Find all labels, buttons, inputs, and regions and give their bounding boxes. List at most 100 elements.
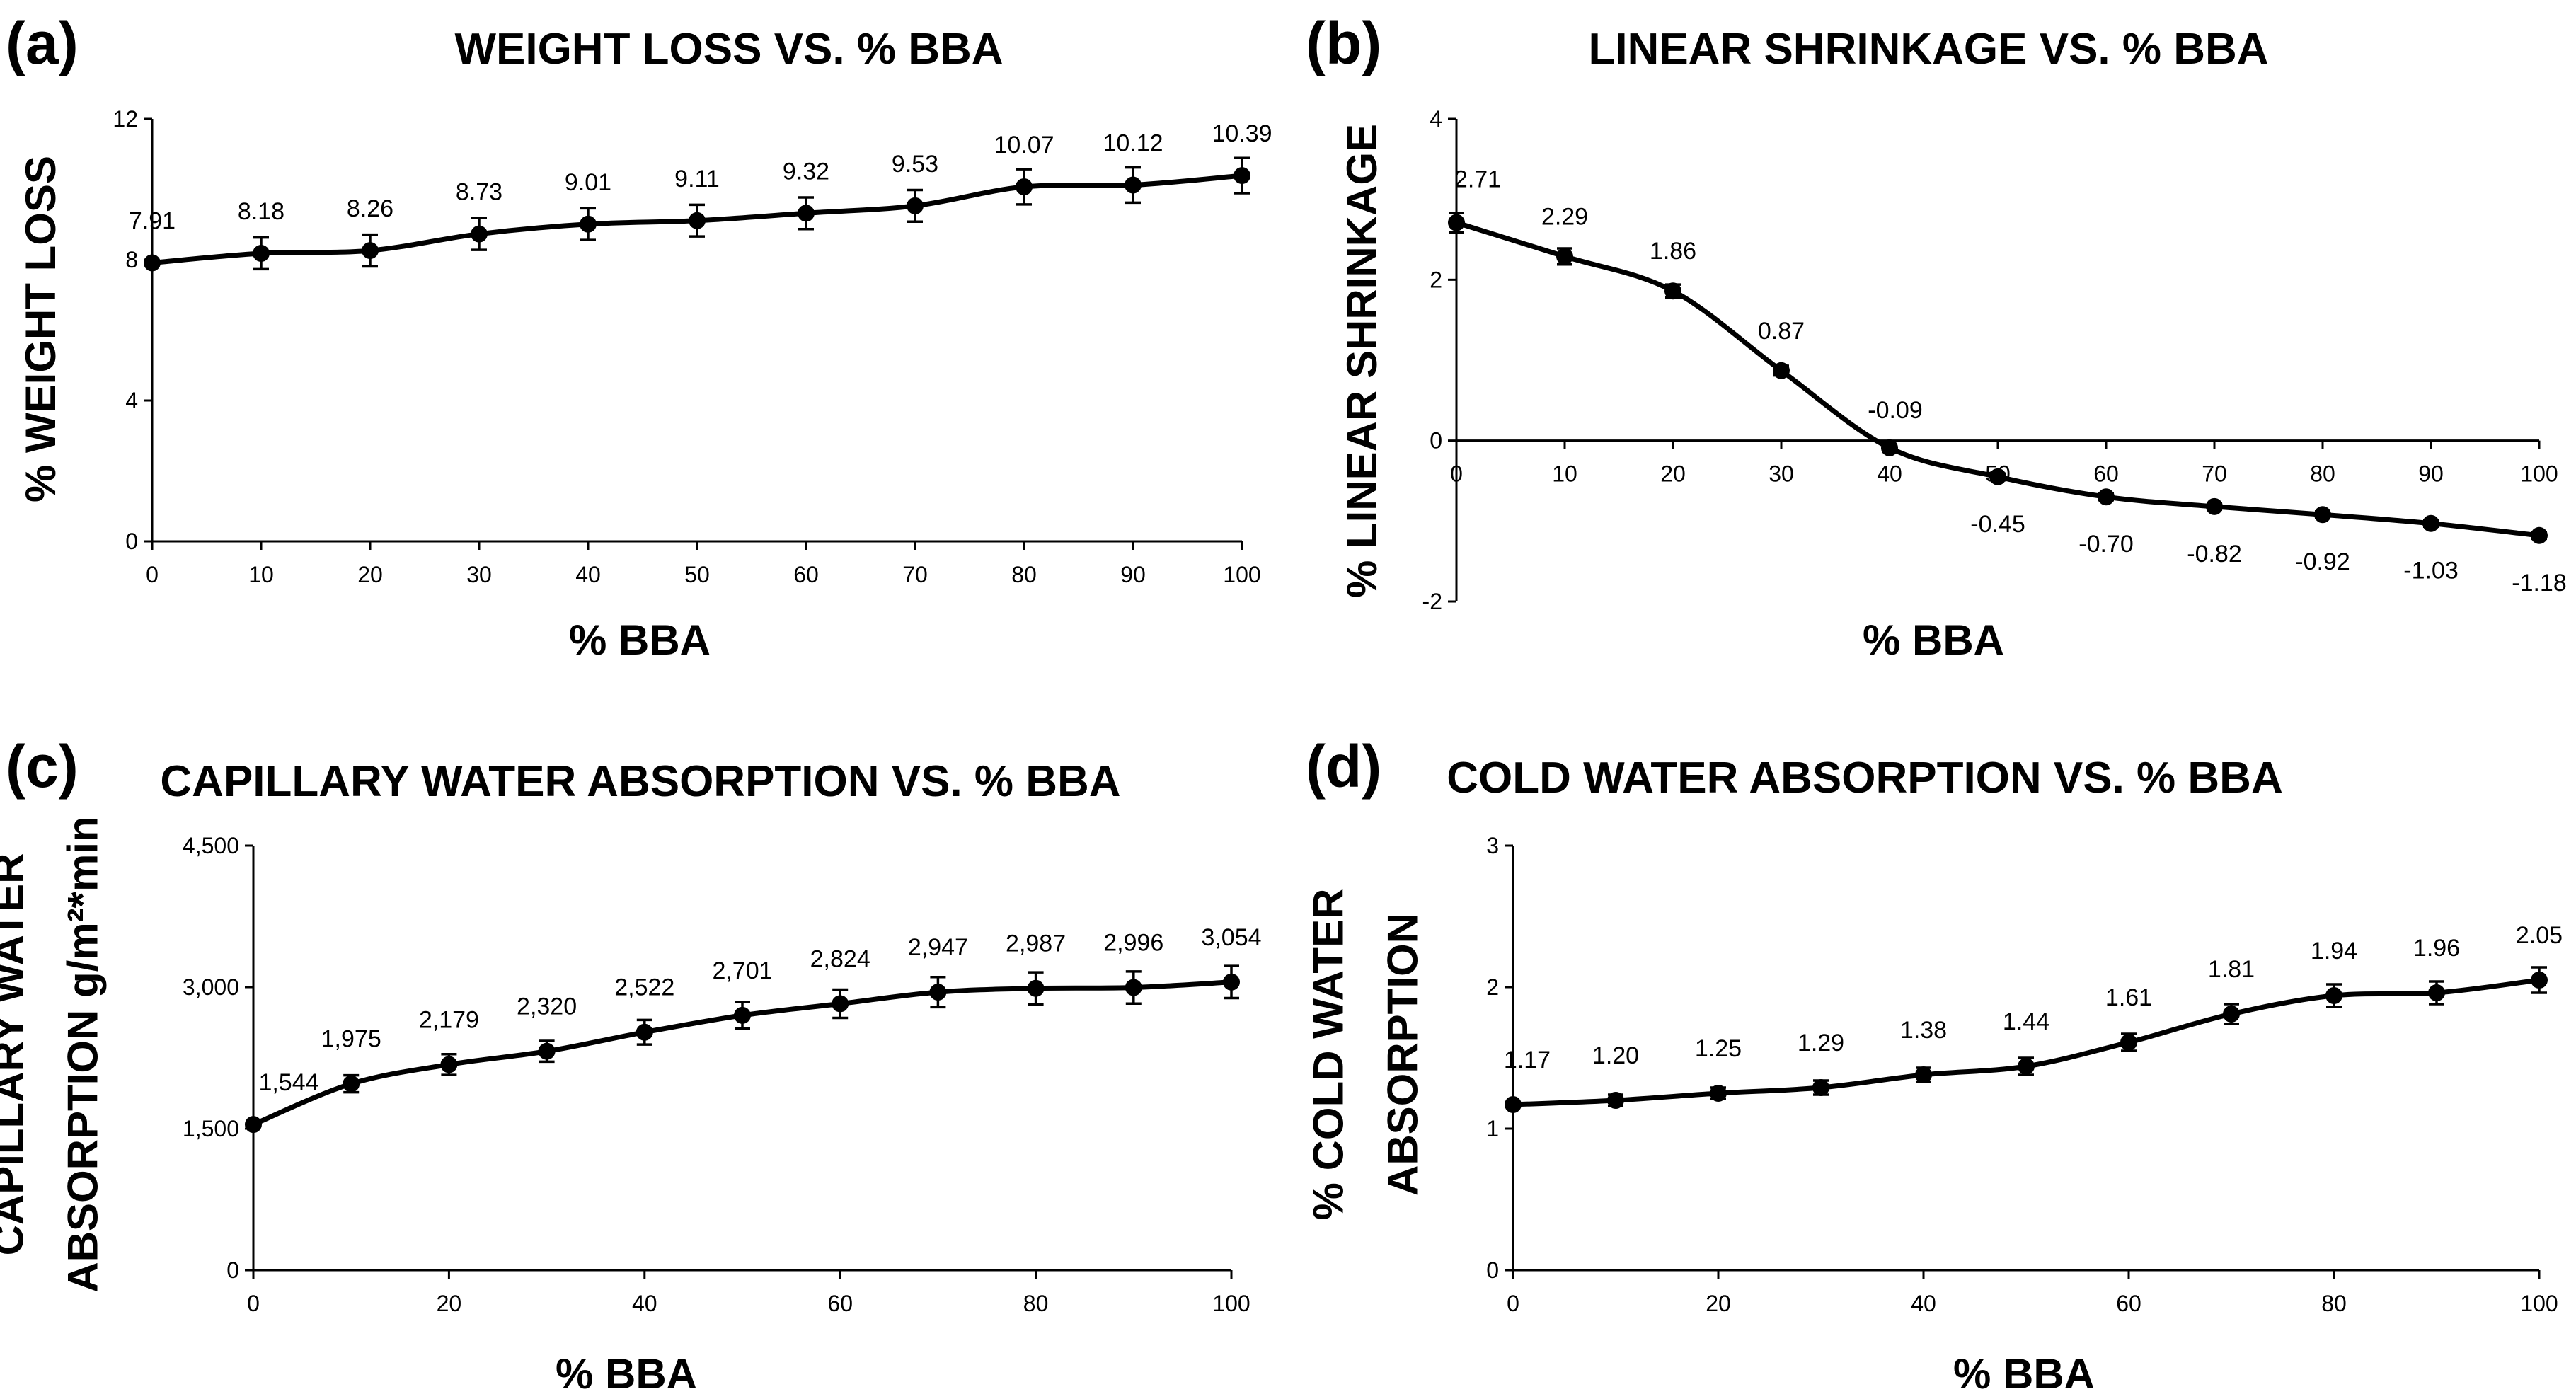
y-tick-label: 2 [1430,267,1442,292]
y-tick-label: 1,500 [183,1116,239,1141]
data-point [734,1006,751,1024]
data-point [1448,214,1465,231]
data-point [1027,979,1045,997]
x-tick-label: 60 [2116,1291,2141,1316]
data-label: 10.39 [1212,120,1272,147]
x-tick-label: 50 [684,562,710,587]
data-label: 1.44 [2003,1008,2049,1035]
data-label: -0.82 [2187,541,2242,568]
data-label: 2,947 [908,934,968,961]
data-point [689,212,706,229]
data-label: 2,996 [1103,930,1163,957]
data-label: 1.86 [1650,238,1696,265]
y-tick-label: 0 [226,1257,239,1283]
data-label: -1.03 [2403,558,2459,584]
data-label: 1.96 [2413,935,2460,962]
data-point [929,984,947,1001]
data-label: -0.70 [2078,531,2134,558]
data-label: 10.07 [994,132,1054,159]
x-tick-label: 10 [1552,461,1577,487]
data-point [1989,468,2006,485]
data-point [907,197,924,214]
x-tick-label: 30 [466,562,492,587]
x-tick-label: 0 [1507,1291,1519,1316]
x-axis-title: % BBA [1863,616,2004,664]
y-tick-label: 3 [1486,833,1499,858]
data-point [580,215,597,233]
data-label: -0.45 [1970,511,2025,538]
data-point [1915,1066,1932,1083]
data-label: 2.05 [2516,922,2563,949]
data-label: 2,522 [614,974,674,1001]
data-label: 2.29 [1541,203,1588,230]
data-point [1223,973,1240,991]
data-point [1125,979,1142,996]
y-tick-label: 1 [1486,1116,1499,1141]
y-tick-label: 8 [125,247,138,272]
chart-title: COLD WATER ABSORPTION VS. % BBA [1447,754,2282,802]
y-tick-label: 4,500 [183,833,239,858]
data-label: 2.71 [1454,166,1501,193]
data-label: 8.73 [456,179,502,206]
data-point [2428,984,2445,1001]
x-tick-label: 80 [2310,461,2335,487]
y-tick-label: 2 [1486,974,1499,1000]
data-point [1812,1079,1829,1096]
x-tick-label: 60 [793,562,819,587]
chart-panel-d: (d) COLD WATER ABSORPTION VS. % BBA 0 1 2 3 0 2… [1305,733,2563,1394]
series-line [1512,977,2540,1107]
x-tick-label: 20 [1706,1291,1731,1316]
y-tick-label: 12 [113,106,138,132]
data-label: 8.18 [238,198,284,225]
data-point [2120,1034,2137,1051]
data-point [2531,972,2548,989]
y-tick-label: -2 [1422,589,1442,614]
x-tick-label: 90 [2418,461,2444,487]
data-label: 2,179 [419,1006,479,1033]
y-tick-label: 4 [1430,106,1442,132]
panel-label: (b) [1306,10,1381,76]
x-tick-label: 100 [1212,1291,1250,1316]
data-point [440,1056,458,1073]
data-point [2223,1006,2240,1023]
data-label: 2,701 [712,957,772,984]
data-point [2206,497,2223,515]
data-point [1125,176,1142,194]
data-point [1505,1096,1522,1113]
data-label: 3,054 [1201,924,1261,951]
data-label: 9.53 [892,151,938,178]
data-point [1710,1085,1727,1102]
data-point [343,1075,360,1093]
y-axis-title: % WEIGHT LOSS [17,156,64,502]
x-tick-label: 40 [632,1291,657,1316]
x-tick-label: 80 [2321,1291,2347,1316]
data-label: 2,987 [1006,931,1066,957]
x-tick-label: 10 [248,562,274,587]
y-tick-label: 4 [125,388,138,413]
data-point [2018,1058,2035,1075]
data-point [1607,1092,1624,1109]
data-label: 1.81 [2208,956,2255,983]
data-label: 0.87 [1758,318,1805,345]
y-axis-title: % LINEAR SHRINKAGE [1338,124,1386,598]
data-point [538,1042,556,1060]
data-point [1016,178,1033,196]
x-tick-label: 60 [2093,461,2119,487]
x-tick-label: 70 [902,562,928,587]
data-point [2422,514,2439,532]
y-tick-label: 3,000 [183,974,239,1000]
data-point [798,205,815,222]
x-tick-label: 80 [1011,562,1037,587]
data-label: 2,824 [810,945,870,972]
y-axis-title: CAPILLARY WATER [0,853,33,1256]
x-tick-label: 0 [1450,461,1463,487]
data-label: -1.18 [2512,570,2567,597]
chart-panel-a: (a) WEIGHT LOSS VS. % BBA 0 4 8 12 0 10 20 30 40 50… [6,10,1272,664]
data-point [362,242,379,260]
x-tick-label: 60 [827,1291,853,1316]
x-tick-label: 20 [357,562,383,587]
data-label: 10.12 [1103,130,1163,157]
data-point [1664,282,1681,300]
x-axis-title: % BBA [1953,1350,2095,1394]
